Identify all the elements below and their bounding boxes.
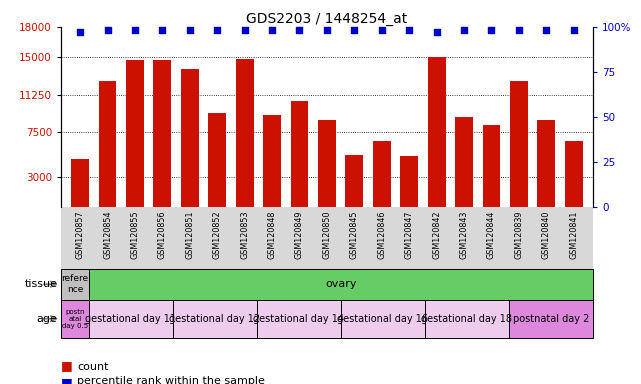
Text: GSM120855: GSM120855 [130,210,140,259]
Bar [61,269,89,300]
Bar [510,81,528,207]
Text: ovary: ovary [325,279,356,289]
Point [322,27,332,33]
Point [212,27,222,33]
Point [513,27,524,33]
Bar [99,81,117,207]
Bar [208,113,226,207]
Bar [236,59,254,207]
Text: postn
atal
day 0.5: postn atal day 0.5 [62,309,88,329]
Text: postnatal day 2: postnatal day 2 [513,314,589,324]
Bar [318,120,336,207]
Point [75,29,85,35]
Text: GSM120856: GSM120856 [158,210,167,259]
Point [569,27,579,33]
Text: GSM120852: GSM120852 [213,210,222,259]
Bar [263,115,281,207]
Bar [345,155,363,207]
Bar [153,60,171,207]
Text: GSM120845: GSM120845 [350,210,359,259]
Text: count: count [77,362,108,372]
Bar [89,300,173,338]
Bar [126,60,144,207]
Text: tissue: tissue [25,279,58,289]
Text: percentile rank within the sample: percentile rank within the sample [77,376,265,384]
Bar [257,300,341,338]
Text: gestational day 18: gestational day 18 [421,314,512,324]
Bar [400,156,418,207]
Point [431,29,442,35]
Point [294,27,304,33]
Point [487,27,497,33]
Point [459,27,469,33]
Bar [425,300,509,338]
Text: GSM120849: GSM120849 [295,210,304,259]
Text: GSM120844: GSM120844 [487,210,496,259]
Bar [181,69,199,207]
Text: age: age [37,314,58,324]
Text: ■: ■ [61,359,72,372]
Text: GSM120846: GSM120846 [378,210,387,259]
Bar [61,300,89,338]
Text: gestational day 11: gestational day 11 [85,314,176,324]
Text: gestational day 14: gestational day 14 [253,314,344,324]
Bar [537,120,555,207]
Text: gestational day 12: gestational day 12 [169,314,260,324]
Text: ■: ■ [61,376,72,384]
Text: refere
nce: refere nce [62,275,88,294]
Point [185,27,195,33]
Point [157,27,167,33]
Text: GSM120854: GSM120854 [103,210,112,259]
Point [240,27,250,33]
Text: GSM120851: GSM120851 [185,210,194,259]
Bar [290,101,308,207]
Text: GSM120850: GSM120850 [322,210,331,259]
Bar [341,300,425,338]
Title: GDS2203 / 1448254_at: GDS2203 / 1448254_at [246,12,408,26]
Text: GSM120842: GSM120842 [432,210,441,259]
Text: GSM120843: GSM120843 [460,210,469,259]
Text: GSM120840: GSM120840 [542,210,551,259]
Bar [173,300,257,338]
Bar [509,300,593,338]
Bar [483,125,501,207]
Point [103,27,113,33]
Bar [455,117,473,207]
Text: GSM120853: GSM120853 [240,210,249,259]
Text: gestational day 16: gestational day 16 [337,314,428,324]
Bar [565,141,583,207]
Point [130,27,140,33]
Point [404,27,414,33]
Point [541,27,551,33]
Text: GSM120847: GSM120847 [404,210,413,259]
Text: GSM120848: GSM120848 [267,210,276,259]
Text: GSM120857: GSM120857 [76,210,85,259]
Point [349,27,360,33]
Bar [373,141,390,207]
Bar [428,57,445,207]
Text: GSM120841: GSM120841 [569,210,578,259]
Bar [71,159,89,207]
Point [267,27,277,33]
Point [377,27,387,33]
Text: GSM120839: GSM120839 [514,210,524,259]
